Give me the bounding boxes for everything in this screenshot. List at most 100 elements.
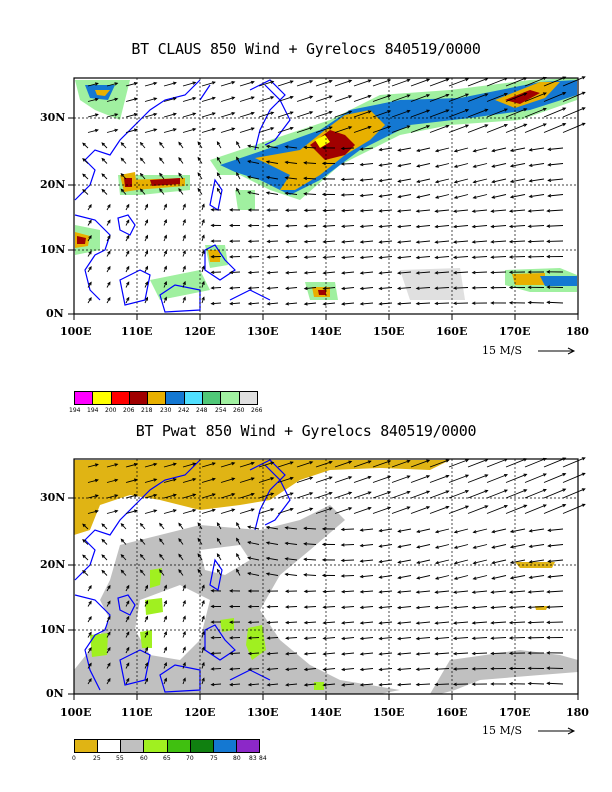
wind-vector [429,125,449,133]
wind-vector [435,528,450,533]
wind-vector-head [201,630,205,635]
wind-vector [82,570,89,576]
wind-vector-head [322,683,327,687]
wind-vector-head [378,224,383,229]
wind-vector-head [285,302,290,306]
wind-vector [410,490,430,499]
wind-vector [416,621,431,624]
wind-vector-head [303,557,308,562]
wind-vector [410,78,430,87]
wind-vector [486,124,508,133]
wind-vector [360,178,374,181]
wind-vector [87,585,92,592]
wind-vector [473,559,488,564]
wind-vector-head [144,219,149,224]
wind-vector-head [348,95,353,99]
wind-vector [353,126,371,133]
wind-vector-head [94,463,99,467]
wind-vector-head [247,589,252,593]
wind-vector [492,178,507,183]
wind-vector-head [126,281,130,286]
wind-vector [163,678,167,685]
wind-vector [296,96,313,102]
wind-vector [120,142,127,149]
wind-vector-head [434,605,439,610]
wind-vector [360,240,374,243]
wind-vector [216,553,222,561]
wind-vector-head [378,286,383,291]
wind-vector-head [406,109,411,114]
wind-vector [201,97,216,102]
wind-vector-head [348,491,353,495]
wind-vector [416,178,431,183]
wind-vector [323,606,336,608]
wind-vector-head [434,560,439,565]
wind-vector [334,492,352,499]
wind-vector-head [285,271,290,275]
wind-vector [509,256,526,258]
wind-vector-head [270,461,275,465]
wind-vector-head [523,108,528,112]
wind-vector-head [247,175,252,179]
wind-vector [528,302,545,304]
colorbar-label: 248 [196,407,208,414]
wind-vector [491,652,507,654]
wind-vector [296,127,313,133]
wind-vector [178,538,184,545]
wind-vector [106,266,111,273]
wind-vector-head [452,667,457,671]
panel1-lon-label: 100E [60,325,92,338]
wind-vector [144,478,157,483]
wind-vector [285,146,298,149]
wind-vector [140,173,146,180]
wind-vector-head [472,180,477,184]
wind-vector [247,145,260,149]
wind-vector [144,600,148,607]
wind-vector [106,113,118,118]
wind-vector [87,297,92,304]
wind-vector-head [528,163,533,168]
wind-vector-head [484,474,489,478]
colorbar-label: 75 [210,755,218,762]
wind-vector [125,631,130,638]
wind-vector-head [415,605,420,610]
wind-vector-head [490,240,495,244]
wind-vector-head [484,489,489,493]
wind-vector [453,287,469,289]
wind-vector [82,539,89,545]
wind-vector-head [229,223,233,228]
panel2-frame [73,458,579,695]
wind-vector [435,271,450,274]
wind-vector-head [397,255,402,260]
wind-vector [510,544,526,548]
wind-vector [435,652,450,655]
wind-vector [286,271,298,274]
panel1-lat-label: 10N [40,243,66,256]
wind-vector-head [172,112,177,116]
wind-vector-head [508,285,513,290]
wind-vector-head [546,254,551,259]
wind-vector [342,271,355,274]
wind-vector-head [340,543,345,547]
wind-vector-head [309,507,314,511]
wind-vector [548,178,564,181]
wind-vector-head [101,538,106,543]
wind-vector-head [445,474,450,479]
wind-vector [398,544,412,548]
wind-vector-head [527,255,532,259]
wind-vector-head [406,94,411,98]
panel2-lon-label: 180 [566,706,589,719]
wind-vector [435,590,450,593]
colorbar-swatch [236,740,259,752]
wind-vector-head [359,559,364,563]
wind-vector-head [397,224,402,229]
wind-vector-head [284,191,289,196]
wind-vector [473,575,488,580]
wind-vector-head [229,286,234,290]
wind-vector-head [415,301,420,306]
wind-vector [144,463,157,468]
wind-vector-head [126,234,130,239]
wind-vector-head [82,188,86,193]
wind-vector-head [416,529,421,534]
colorbar-label: 25 [93,755,101,762]
